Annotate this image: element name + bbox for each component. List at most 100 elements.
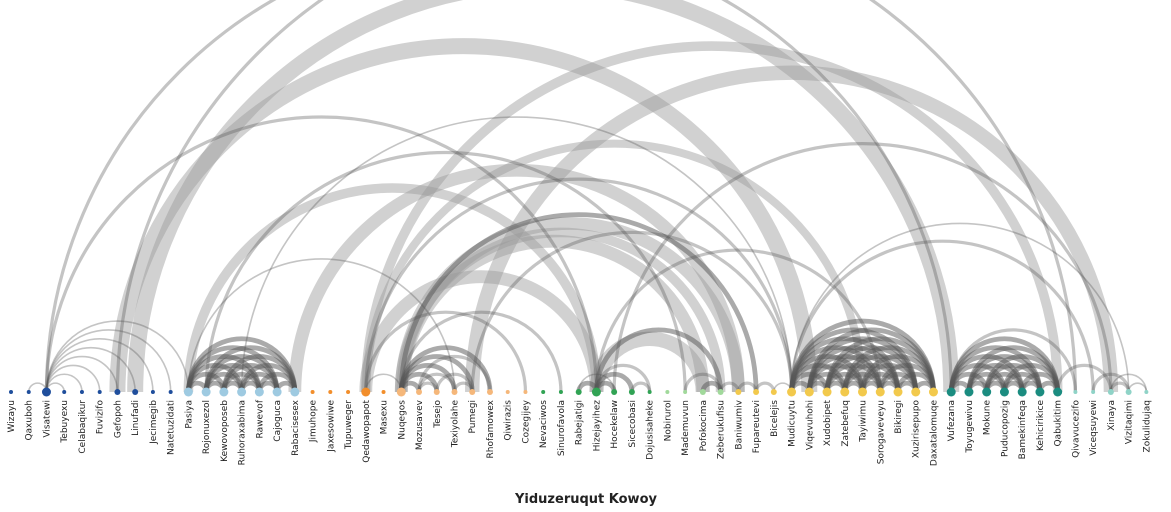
node-circle[interactable] (683, 390, 688, 394)
node-circle[interactable] (840, 387, 850, 397)
node-circle[interactable] (699, 389, 706, 395)
node-circle[interactable] (150, 390, 155, 394)
node-circle[interactable] (469, 389, 476, 395)
node-circle[interactable] (875, 387, 885, 397)
node-label: Pumegi (468, 400, 478, 434)
node-circle[interactable] (611, 389, 618, 395)
node-circle[interactable] (346, 390, 351, 394)
node-circle[interactable] (486, 389, 493, 395)
link-arc (465, 65, 1119, 393)
node-circle[interactable] (982, 387, 992, 397)
node-circle[interactable] (964, 387, 974, 397)
node-circle[interactable] (310, 390, 315, 394)
node-circle[interactable] (753, 389, 760, 395)
node-circle[interactable] (26, 390, 31, 394)
node-label: Sinurofavola (557, 400, 567, 456)
node-circle[interactable] (1125, 389, 1132, 395)
node-circle[interactable] (735, 389, 742, 395)
node-circle[interactable] (1035, 387, 1045, 397)
node-label: Gefopoh (113, 400, 123, 438)
node-circle[interactable] (591, 387, 601, 397)
link-arc (365, 373, 403, 393)
node-circle[interactable] (946, 387, 956, 397)
link-arc (115, 0, 1077, 393)
node-circle[interactable] (381, 390, 386, 394)
node-circle[interactable] (804, 387, 814, 397)
node-circle[interactable] (183, 387, 193, 397)
node-circle[interactable] (575, 389, 582, 395)
node-circle[interactable] (647, 390, 652, 394)
node-circle[interactable] (290, 387, 300, 397)
link-arc (417, 372, 457, 393)
node-circle[interactable] (523, 390, 528, 394)
node-label: Hocekelaw (610, 400, 620, 449)
node-circle[interactable] (893, 387, 903, 397)
node-circle[interactable] (1091, 390, 1096, 394)
node-circle[interactable] (628, 389, 635, 395)
node-circle[interactable] (999, 387, 1009, 397)
node-circle[interactable] (787, 387, 797, 397)
node-label: Rojonuxezol (202, 400, 212, 454)
link-arc (44, 0, 953, 393)
node-label: Mokune (983, 400, 993, 436)
node-label: Puducopozig (1000, 400, 1010, 457)
node-circle[interactable] (1017, 387, 1027, 397)
node-label: Natetuzidati (167, 400, 177, 455)
node-circle[interactable] (911, 387, 921, 397)
link-arc (361, 139, 867, 393)
link-arc (44, 115, 599, 393)
node-circle[interactable] (219, 387, 229, 397)
node-circle[interactable] (665, 390, 670, 394)
node-circle[interactable] (97, 390, 102, 394)
node-circle[interactable] (1144, 390, 1149, 394)
node-circle[interactable] (328, 390, 333, 394)
link-arc (45, 346, 136, 393)
link-arc (700, 380, 723, 393)
node-circle[interactable] (1053, 387, 1063, 397)
node-circle[interactable] (272, 387, 282, 397)
node-circle[interactable] (822, 387, 832, 397)
node-label: Zeberukufisu (717, 400, 727, 459)
node-circle[interactable] (114, 389, 121, 395)
link-arc (364, 177, 794, 393)
node-circle[interactable] (433, 389, 440, 395)
node-label: Pasiya (184, 400, 194, 429)
link-arc (719, 381, 740, 393)
link-arc (1056, 363, 1113, 393)
node-circle[interactable] (1107, 389, 1114, 395)
node-circle[interactable] (168, 390, 173, 394)
link-arc (594, 327, 723, 393)
node-circle[interactable] (558, 390, 563, 394)
node-circle[interactable] (505, 390, 510, 394)
link-arc (45, 364, 101, 393)
node-circle[interactable] (396, 387, 406, 397)
node-circle[interactable] (79, 390, 84, 394)
node-label: Mudicuytu (788, 400, 798, 447)
link-arc (1127, 382, 1148, 393)
link-arc (630, 381, 652, 393)
node-circle[interactable] (254, 387, 264, 397)
node-circle[interactable] (201, 387, 211, 397)
node-circle[interactable] (41, 387, 51, 397)
link-arc (45, 373, 83, 393)
node-circle[interactable] (928, 387, 938, 397)
node-circle[interactable] (858, 387, 868, 397)
node-circle[interactable] (770, 389, 777, 395)
node-circle[interactable] (62, 390, 67, 394)
link-arc (109, 38, 818, 393)
node-label: Xudobipet (823, 400, 833, 447)
node-circle[interactable] (361, 387, 371, 397)
node-circle[interactable] (451, 389, 458, 395)
node-circle[interactable] (132, 389, 139, 395)
node-circle[interactable] (1073, 390, 1078, 394)
node-circle[interactable] (541, 390, 546, 394)
node-circle[interactable] (237, 387, 247, 397)
node-circle[interactable] (9, 390, 13, 394)
node-label: Rabacisesex (291, 399, 301, 456)
node-label: Tesejo (433, 400, 443, 429)
node-label: Tayiwimu (859, 400, 869, 443)
node-label: Tupuweger (344, 400, 354, 450)
node-label: Celabaqikur (78, 400, 88, 454)
node-circle[interactable] (717, 389, 724, 395)
node-circle[interactable] (416, 389, 423, 395)
